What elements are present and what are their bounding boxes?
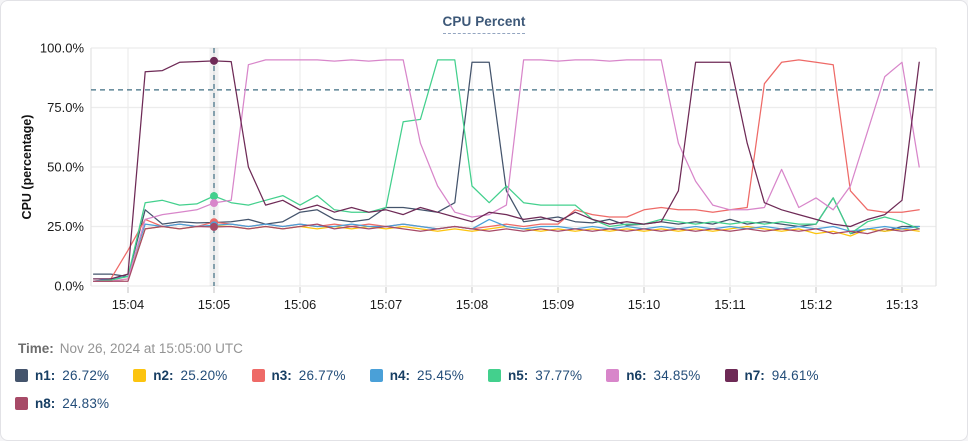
axis-labels: 0.0% 25.0% 50.0% 75.0% 100.0% 15:04 15:05 15:06…: [20, 41, 918, 313]
legend-name-n8: n8:: [35, 396, 56, 411]
legend-item-n1[interactable]: n1: 26.72%: [15, 368, 109, 383]
legend-value-n5: 37.77%: [535, 368, 583, 383]
y-tick-label: 0.0%: [54, 279, 84, 294]
legend-name-n2: n2:: [153, 368, 174, 383]
x-tick-label: 15:09: [542, 297, 575, 312]
series-lines: [92, 59, 920, 282]
chart-title: CPU Percent: [1, 13, 967, 34]
chart-title-text: CPU Percent: [442, 14, 526, 34]
legend-item-n5[interactable]: n5: 37.77%: [488, 368, 582, 383]
y-tick-label: 25.0%: [47, 219, 84, 234]
cursor-dot-n7: [210, 56, 218, 65]
x-tick-label: 15:13: [886, 297, 919, 312]
time-value: Nov 26, 2024 at 15:05:00 UTC: [59, 341, 243, 356]
x-tick-label: 15:04: [112, 297, 145, 312]
legend-swatch-n5: [488, 369, 501, 382]
legend-swatch-n7: [724, 369, 738, 382]
legend-item-n6[interactable]: n6: 34.85%: [606, 368, 700, 383]
legend-item-n4[interactable]: n4: 25.45%: [369, 368, 464, 383]
legend-item-n7[interactable]: n7: 94.61%: [724, 368, 819, 383]
crosshair: [91, 48, 936, 286]
cursor-dot-n5: [210, 192, 218, 201]
legend-name-n7: n7:: [744, 368, 765, 383]
series-line-n1[interactable]: [92, 61, 920, 278]
cursor-dot-n6: [210, 199, 218, 208]
legend-swatch-n2: [133, 369, 147, 382]
legend-value-n4: 25.45%: [417, 368, 464, 383]
series-line-n5[interactable]: [92, 59, 920, 282]
legend-swatch-n6: [606, 369, 620, 382]
x-tick-label: 15:08: [456, 297, 489, 312]
cpu-chart-svg[interactable]: 0.0% 25.0% 50.0% 75.0% 100.0% 15:04 15:05 15:06…: [1, 1, 968, 323]
y-axis-title: CPU (percentage): [20, 115, 34, 220]
legend-swatch-n4: [369, 369, 383, 382]
legend-item-n8[interactable]: n8: 24.83%: [15, 396, 109, 411]
x-tick-label: 15:12: [800, 297, 833, 312]
x-tick-label: 15:06: [284, 297, 317, 312]
legend-item-n2[interactable]: n2: 25.20%: [133, 368, 227, 383]
legend-value-n7: 94.61%: [771, 368, 819, 383]
x-tick-label: 15:11: [714, 297, 746, 312]
legend-swatch-n8: [15, 397, 28, 410]
chart-legend: n1: 26.72% n2: 25.20% n3: 26.77% n4: 25.45% n5: 3…: [15, 368, 955, 411]
y-tick-label: 75.0%: [47, 100, 84, 115]
cursor-dot-n8: [210, 222, 218, 231]
legend-row-2: n8: 24.83%: [15, 396, 955, 411]
series-line-n8[interactable]: [92, 223, 920, 282]
y-tick-label: 50.0%: [47, 160, 84, 175]
legend-swatch-n3: [251, 369, 265, 382]
tooltip-time-row: Time: Nov 26, 2024 at 15:05:00 UTC: [18, 341, 243, 356]
legend-value-n8: 24.83%: [62, 396, 110, 411]
plot-grid: [90, 47, 937, 293]
legend-value-n6: 34.85%: [653, 368, 701, 383]
cursor-markers: [210, 56, 218, 231]
legend-item-n3[interactable]: n3: 26.77%: [251, 368, 346, 383]
legend-name-n4: n4:: [389, 368, 410, 383]
x-tick-label: 15:10: [628, 297, 661, 312]
legend-swatch-n1: [15, 369, 28, 382]
legend-row-1: n1: 26.72% n2: 25.20% n3: 26.77% n4: 25.45% n5: 3…: [15, 368, 955, 383]
x-tick-label: 15:07: [370, 297, 403, 312]
legend-name-n1: n1:: [35, 368, 56, 383]
series-line-n7[interactable]: [92, 60, 920, 280]
legend-value-n2: 25.20%: [180, 368, 228, 383]
legend-value-n1: 26.72%: [62, 368, 110, 383]
series-line-n6[interactable]: [92, 59, 920, 282]
legend-name-n3: n3:: [271, 368, 292, 383]
legend-name-n5: n5:: [508, 368, 529, 383]
x-tick-label: 15:05: [198, 297, 231, 312]
legend-value-n3: 26.77%: [298, 368, 346, 383]
time-label: Time:: [18, 341, 54, 356]
y-tick-label: 100.0%: [40, 41, 85, 56]
legend-name-n6: n6:: [626, 368, 647, 383]
